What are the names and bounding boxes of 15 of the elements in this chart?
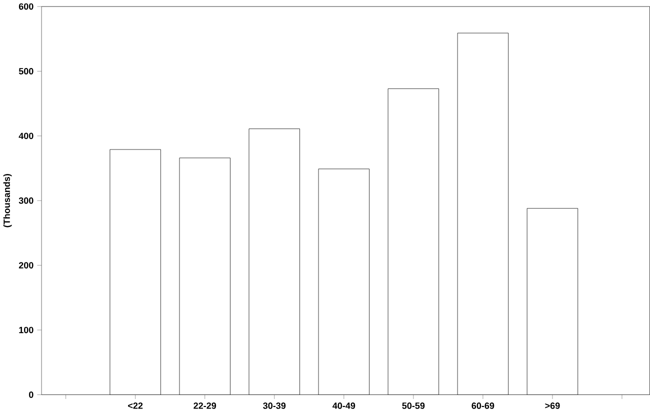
y-tick-label: 600	[18, 3, 34, 10]
y-axis-title: (Thousands)	[3, 174, 12, 228]
y-tick-label: 200	[18, 262, 34, 268]
y-tick-label: 300	[18, 197, 34, 204]
x-tick-label: 50-59	[402, 402, 425, 409]
x-tick-label: 40-49	[332, 402, 356, 409]
x-tick-label: 30-39	[263, 402, 286, 409]
x-tick-label: 60-69	[472, 402, 494, 409]
x-tick-label: 22-29	[194, 402, 216, 409]
y-tick-label: 400	[18, 132, 34, 139]
y-tick-label: 0	[29, 391, 34, 398]
x-tick-label: <22	[128, 402, 143, 409]
y-tick-label: 500	[18, 68, 34, 74]
y-tick-label: 100	[19, 326, 34, 334]
x-tick-label: >69	[545, 402, 560, 409]
